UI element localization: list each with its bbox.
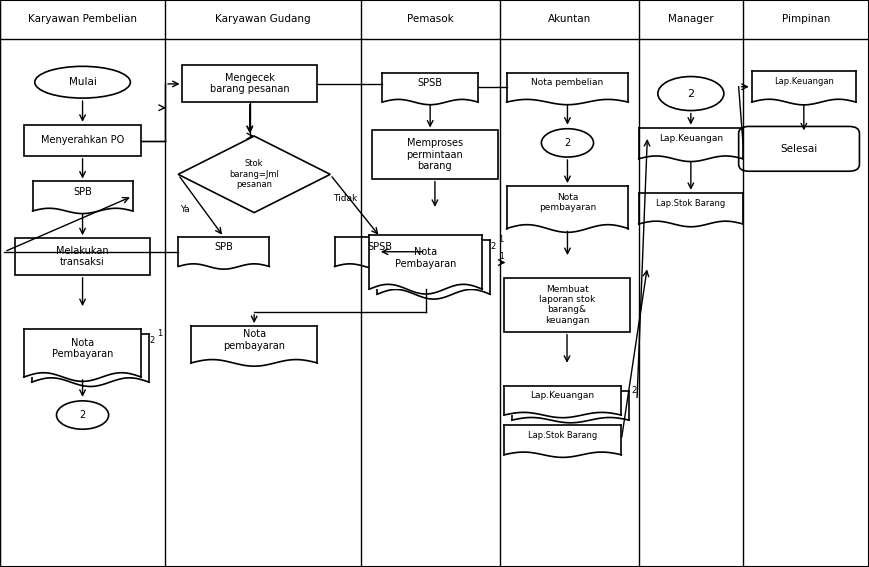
Text: Nota
Pembayaran: Nota Pembayaran <box>395 247 456 269</box>
Text: Nota
pembayaran: Nota pembayaran <box>539 193 596 213</box>
Polygon shape <box>16 238 149 275</box>
Text: Pemasok: Pemasok <box>407 14 454 24</box>
Text: Nota
pembayaran: Nota pembayaran <box>223 329 285 351</box>
Text: Tidak: Tidak <box>333 194 357 203</box>
Text: Ya: Ya <box>180 205 189 214</box>
Text: Stok
barang=Jml
pesanan: Stok barang=Jml pesanan <box>229 159 279 189</box>
Text: Nota pembelian: Nota pembelian <box>531 78 604 87</box>
Text: Manager: Manager <box>668 14 713 24</box>
Polygon shape <box>178 136 330 213</box>
Text: Selesai: Selesai <box>780 144 818 154</box>
Text: 2: 2 <box>149 336 155 345</box>
Polygon shape <box>504 278 630 332</box>
Text: Mengecek
barang pesanan: Mengecek barang pesanan <box>210 73 289 95</box>
Text: Menyerahkan PO: Menyerahkan PO <box>41 136 124 145</box>
Polygon shape <box>639 193 743 224</box>
Text: 1: 1 <box>498 235 503 244</box>
Polygon shape <box>23 125 141 156</box>
Polygon shape <box>23 329 141 377</box>
Text: 2: 2 <box>79 410 86 420</box>
Polygon shape <box>33 181 132 211</box>
Text: 2: 2 <box>632 386 637 395</box>
Text: SPSB: SPSB <box>418 78 442 88</box>
Polygon shape <box>507 73 628 102</box>
Text: SPSB: SPSB <box>368 242 393 252</box>
Polygon shape <box>178 237 269 266</box>
Ellipse shape <box>541 129 594 157</box>
Polygon shape <box>335 237 426 266</box>
Ellipse shape <box>658 77 724 111</box>
Text: Karyawan Pembelian: Karyawan Pembelian <box>28 14 137 24</box>
Text: Pimpinan: Pimpinan <box>782 14 830 24</box>
Text: 2: 2 <box>564 138 571 148</box>
Polygon shape <box>504 425 621 455</box>
Polygon shape <box>31 334 149 382</box>
Polygon shape <box>507 186 628 229</box>
Ellipse shape <box>35 66 130 98</box>
Polygon shape <box>639 128 743 159</box>
Polygon shape <box>182 65 317 102</box>
Ellipse shape <box>56 401 109 429</box>
Text: Melakukan
transaksi: Melakukan transaksi <box>56 246 109 268</box>
Text: SPB: SPB <box>73 187 92 197</box>
Text: Memproses
permintaan
barang: Memproses permintaan barang <box>407 138 463 171</box>
Text: Nota
Pembayaran: Nota Pembayaran <box>52 337 113 359</box>
Polygon shape <box>382 73 478 102</box>
Text: Mulai: Mulai <box>69 77 96 87</box>
Text: 2: 2 <box>490 242 495 251</box>
Polygon shape <box>752 71 856 102</box>
Text: Lap.Keuangan: Lap.Keuangan <box>531 391 594 400</box>
Text: Lap.Keuangan: Lap.Keuangan <box>659 134 723 143</box>
Text: Membuat
laporan stok
barang&
keuangan: Membuat laporan stok barang& keuangan <box>539 285 595 325</box>
Text: 1: 1 <box>500 252 504 261</box>
Text: 2: 2 <box>687 88 694 99</box>
Text: SPB: SPB <box>215 242 233 252</box>
Text: Lap.Stok Barang: Lap.Stok Barang <box>656 200 726 208</box>
FancyBboxPatch shape <box>739 126 859 171</box>
Polygon shape <box>191 326 317 363</box>
Polygon shape <box>512 391 629 420</box>
Polygon shape <box>504 386 621 415</box>
Polygon shape <box>377 240 490 294</box>
Polygon shape <box>372 130 498 179</box>
Text: Lap.Stok Barang: Lap.Stok Barang <box>528 431 597 440</box>
Text: Karyawan Gudang: Karyawan Gudang <box>215 14 311 24</box>
Text: 1: 1 <box>157 329 163 338</box>
Polygon shape <box>369 235 482 289</box>
Text: Akuntan: Akuntan <box>547 14 591 24</box>
Text: Lap.Keuangan: Lap.Keuangan <box>774 78 833 86</box>
